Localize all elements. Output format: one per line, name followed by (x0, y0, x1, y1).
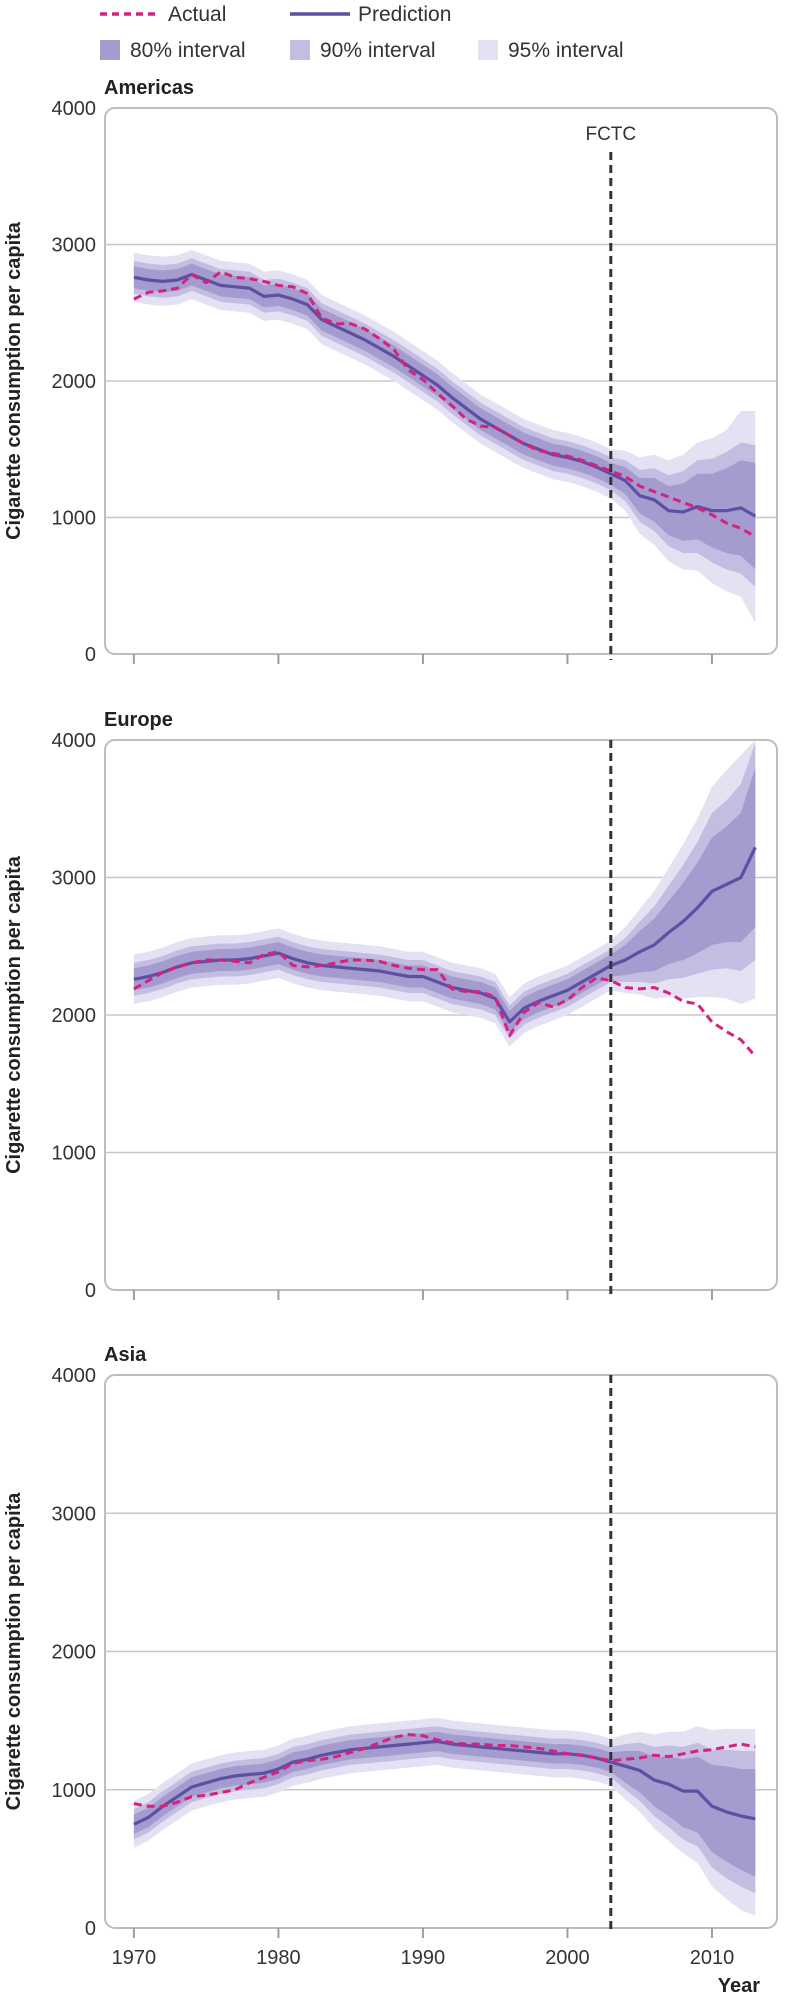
legend-label-band80: 80% interval (130, 39, 246, 62)
series-actual-line (133, 950, 757, 1058)
x-axis-label: Year (718, 1975, 760, 1997)
y-tick-label-2000: 2000 (52, 1642, 97, 1664)
y-tick-label-4000: 4000 (52, 730, 97, 752)
panel-title-asia: Asia (104, 1344, 147, 1366)
series-actual-line (133, 1733, 756, 1808)
legend-swatch-band80 (100, 40, 120, 60)
panel-title-europe: Europe (104, 709, 173, 731)
legend-label-prediction: Prediction (358, 3, 451, 26)
y-tick-label-0: 0 (85, 1280, 96, 1302)
y-axis-label: Cigarette consumption per capita (3, 221, 25, 540)
y-tick-label-2000: 2000 (52, 1005, 97, 1027)
y-tick-label-3000: 3000 (52, 868, 97, 890)
y-tick-label-0: 0 (85, 644, 96, 666)
y-tick-label-3000: 3000 (52, 235, 97, 257)
y-tick-label-3000: 3000 (52, 1503, 97, 1525)
y-tick-label-2000: 2000 (52, 371, 97, 393)
legend-label-band90: 90% interval (320, 39, 436, 62)
y-tick-label-1000: 1000 (52, 1143, 97, 1165)
legend: Actual Prediction 80% interval 90% interval… (100, 3, 624, 62)
series-prediction-line (133, 846, 757, 1024)
panels: FCTC 0 1000 2000 3000 4000 Americas Cigarette c… (3, 77, 778, 1969)
panel-europe: 0 1000 2000 3000 4000 Europe Cigarette consump… (3, 709, 778, 1302)
series-prediction-line (133, 1739, 756, 1826)
x-tick-label-2010: 2010 (690, 1947, 735, 1969)
y-tick-label-1000: 1000 (52, 1780, 97, 1802)
legend-swatch-band95 (478, 40, 498, 60)
y-tick-label-0: 0 (85, 1918, 96, 1940)
band-80-interval (133, 263, 756, 570)
band-80-interval (133, 1731, 756, 1877)
x-tick-label-1980: 1980 (256, 1947, 301, 1969)
series-actual-line (133, 270, 757, 538)
legend-swatch-band90 (290, 40, 310, 60)
legend-label-actual: Actual (168, 3, 226, 26)
y-axis-label: Cigarette consumption per capita (3, 1492, 25, 1811)
y-tick-label-1000: 1000 (52, 508, 97, 530)
band-90-interval (133, 258, 756, 588)
legend-label-band95: 95% interval (508, 39, 624, 62)
y-axis-label: Cigarette consumption per capita (3, 855, 25, 1174)
band-80-interval (133, 767, 756, 1033)
y-tick-label-4000: 4000 (52, 1365, 97, 1387)
panel-title-americas: Americas (104, 77, 194, 99)
fctc-label: FCTC (585, 124, 636, 145)
x-tick-label-1970: 1970 (112, 1947, 157, 1969)
series-prediction-line (133, 272, 757, 518)
x-tick-label-1990: 1990 (401, 1947, 446, 1969)
x-tick-label-2000: 2000 (545, 1947, 590, 1969)
y-tick-label-4000: 4000 (52, 98, 97, 120)
panel-asia: 1970 1980 1990 2000 2010 0 1000 2000 3000 4000 Asi… (3, 1344, 778, 1969)
panel-americas: FCTC 0 1000 2000 3000 4000 Americas Cigarette c… (3, 77, 778, 666)
